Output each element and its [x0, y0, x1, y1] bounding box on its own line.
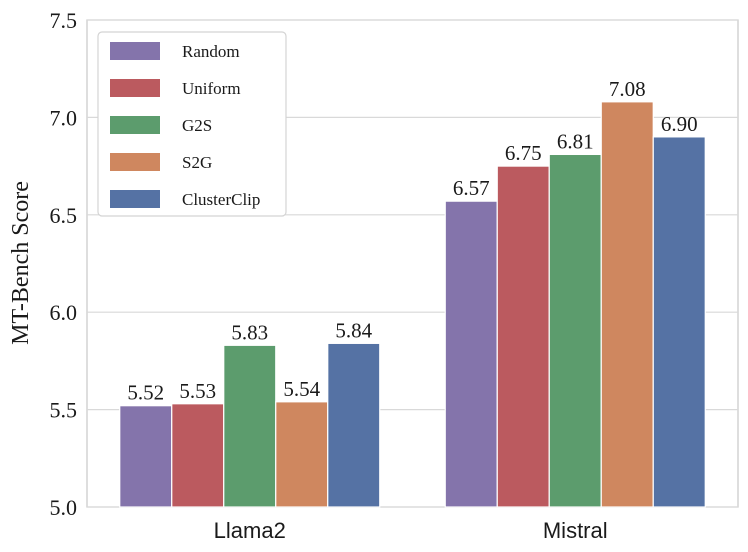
value-label: 5.54: [283, 377, 320, 401]
value-label: 6.81: [557, 129, 594, 153]
y-axis-ticks: 5.0 5.5 6.0 6.5 7.0 7.5: [50, 8, 78, 520]
legend-swatch-clusterclip: [110, 190, 160, 208]
x-tick-label-llama2: Llama2: [214, 518, 286, 543]
value-label: 5.53: [179, 379, 216, 403]
y-axis-title: MT-Bench Score: [8, 181, 34, 345]
x-axis-ticks: Llama2 Mistral: [214, 518, 608, 543]
y-tick-label: 5.0: [50, 495, 78, 520]
bar-g2s-mistral: [548, 153, 602, 508]
legend-swatch-uniform: [110, 79, 160, 97]
legend-swatch-random: [110, 42, 160, 60]
value-label: 5.52: [127, 381, 164, 405]
legend-label-g2s: G2S: [182, 116, 212, 135]
legend: Random Uniform G2S S2G ClusterClip: [97, 31, 287, 217]
bar-random-mistral: [444, 200, 498, 508]
bar-clusterclip-mistral: [652, 136, 706, 508]
legend-swatch-s2g: [110, 153, 160, 171]
y-tick-label: 5.5: [50, 398, 78, 423]
value-label: 5.83: [231, 320, 268, 344]
bar-clusterclip-llama2: [327, 342, 381, 508]
value-label: 5.84: [335, 318, 372, 342]
legend-label-s2g: S2G: [182, 153, 212, 172]
legend-label-clusterclip: ClusterClip: [182, 190, 260, 209]
bars: [119, 101, 706, 508]
bar-s2g-llama2: [275, 401, 329, 508]
value-labels: 5.52 5.53 5.83 5.54 5.84 6.57 6.75 6.81 7.08 6.90: [127, 77, 697, 405]
y-tick-label: 7.5: [50, 8, 78, 33]
value-label: 6.90: [661, 112, 698, 136]
bar-uniform-mistral: [496, 165, 550, 508]
bar-random-llama2: [119, 405, 173, 508]
legend-label-uniform: Uniform: [182, 79, 241, 98]
value-label: 7.08: [609, 77, 646, 101]
legend-label-random: Random: [182, 42, 240, 61]
y-tick-label: 6.0: [50, 300, 78, 325]
x-tick-label-mistral: Mistral: [543, 518, 608, 543]
bar-s2g-mistral: [600, 101, 654, 508]
y-tick-label: 7.0: [50, 105, 78, 130]
y-tick-label: 6.5: [50, 203, 78, 228]
value-label: 6.57: [453, 176, 490, 200]
value-label: 6.75: [505, 141, 542, 165]
bar-g2s-llama2: [223, 344, 277, 508]
bar-uniform-llama2: [171, 403, 225, 508]
legend-swatch-g2s: [110, 116, 160, 134]
